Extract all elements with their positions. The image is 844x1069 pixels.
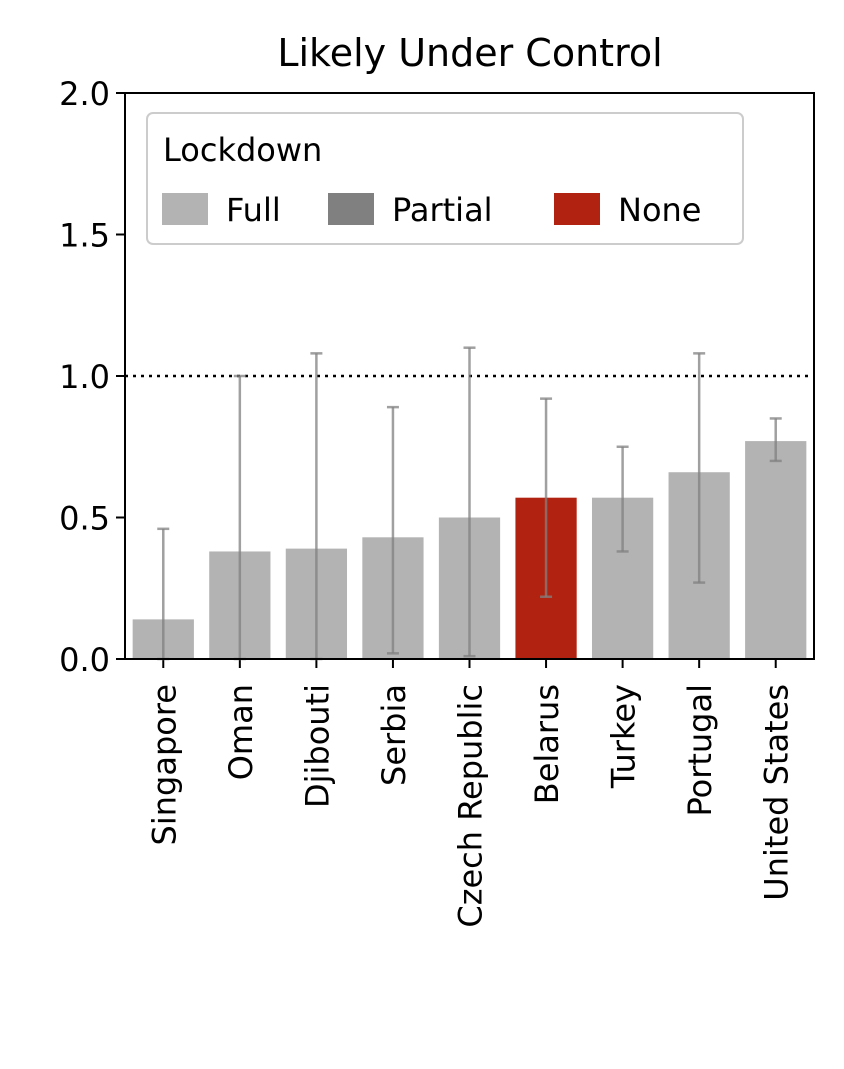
x-axis: Singapore Oman Djibouti Serbia Czech Republi… xyxy=(145,659,796,928)
legend-label: Full xyxy=(226,191,281,229)
error-bar xyxy=(463,346,476,658)
x-tick-label: Singapore xyxy=(145,684,183,845)
x-tick-label: Djibouti xyxy=(298,684,336,808)
error-bar xyxy=(540,397,553,598)
x-tick-label: Belarus xyxy=(528,684,566,804)
plot-frame xyxy=(124,92,815,660)
legend-label: None xyxy=(618,191,701,229)
legend-label: Partial xyxy=(392,191,493,229)
x-tick-label: Portugal xyxy=(681,684,719,817)
error-bar xyxy=(386,405,399,655)
legend-swatch xyxy=(162,193,208,225)
legend-title: Lockdown xyxy=(163,131,322,169)
y-tick-label: 0.0 xyxy=(59,641,110,679)
x-tick-label: Serbia xyxy=(375,684,413,786)
y-tick-label: 1.5 xyxy=(59,217,110,255)
legend-swatch xyxy=(328,193,374,225)
legend-swatch xyxy=(554,193,600,225)
error-bar xyxy=(769,417,782,463)
x-tick-label: Czech Republic xyxy=(452,684,490,928)
x-tick-label: Turkey xyxy=(605,684,643,789)
y-tick-label: 0.5 xyxy=(59,500,110,538)
y-tick-label: 2.0 xyxy=(59,75,110,113)
y-axis: 0.0 0.5 1.0 1.5 2.0 xyxy=(59,75,125,679)
error-bars xyxy=(157,346,782,661)
error-bar xyxy=(693,352,706,584)
y-tick-label: 1.0 xyxy=(59,358,110,396)
legend: Lockdown Full Partial None xyxy=(146,112,744,245)
x-tick-label: United States xyxy=(758,684,796,901)
error-bar xyxy=(616,445,629,553)
chart-title: Likely Under Control xyxy=(277,31,662,75)
bar xyxy=(745,441,807,659)
x-tick-label: Oman xyxy=(222,684,260,780)
